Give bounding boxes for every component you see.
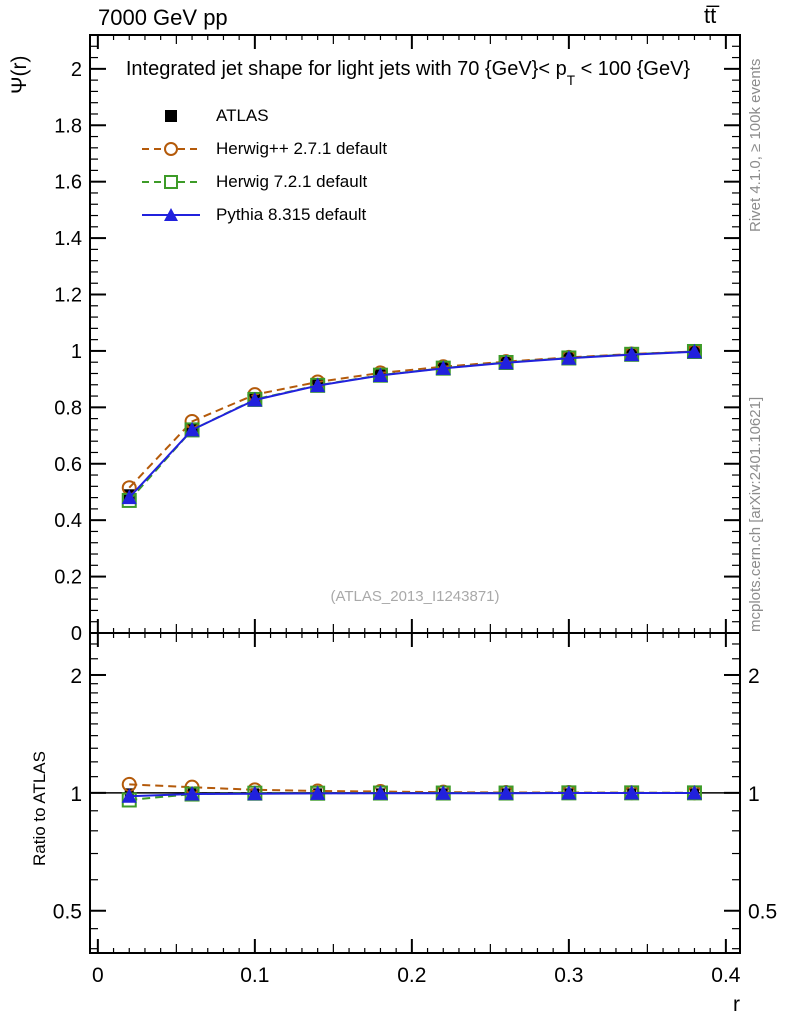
- legend-label-herwigpp: Herwig++ 2.7.1 default: [216, 138, 388, 158]
- legend-label-pythia: Pythia 8.315 default: [216, 204, 367, 224]
- beam-energy-label: 7000 GeV pp: [98, 5, 228, 30]
- y-axis-title-ratio: Ratio to ATLAS: [30, 751, 49, 866]
- svg-text:1: 1: [70, 783, 82, 806]
- legend-label-atlas: ATLAS: [216, 105, 269, 125]
- svg-text:0.2: 0.2: [397, 964, 426, 987]
- svg-text:0: 0: [71, 623, 82, 645]
- svg-text:2: 2: [70, 665, 82, 688]
- pythia-marker-icon: [142, 207, 200, 221]
- generator-version-caption: Rivet 4.1.0, ≥ 100k events: [747, 58, 764, 232]
- svg-text:1.4: 1.4: [54, 228, 82, 250]
- y-axis-main-ticks: [90, 45, 740, 623]
- herwigpp-marker-icon: [142, 141, 200, 156]
- series-pythia-main: [121, 343, 703, 505]
- svg-text:0.5: 0.5: [748, 901, 777, 924]
- x-axis-tick-labels: 0 0.1 0.2 0.3 0.4: [92, 964, 741, 987]
- svg-text:1: 1: [748, 783, 760, 806]
- svg-text:0.5: 0.5: [53, 901, 82, 924]
- svg-text:2: 2: [748, 665, 760, 688]
- y-axis-ratio-tick-labels: 2 2 1 1 0.5 0.5: [53, 665, 777, 924]
- svg-text:1.8: 1.8: [54, 115, 82, 137]
- series-herwig7-ratio: [121, 785, 702, 808]
- y-axis-title-main: Ψ(r): [8, 55, 31, 94]
- herwig7-marker-icon: [142, 174, 200, 189]
- series-herwigpp-main: [121, 343, 702, 496]
- svg-text:0.3: 0.3: [554, 964, 583, 987]
- x-axis-title: r: [733, 993, 740, 1016]
- svg-text:0: 0: [92, 964, 104, 987]
- legend-entry-pythia: Pythia 8.315 default: [140, 198, 387, 231]
- plot-title-pre: Integrated jet shape for light jets with…: [125, 58, 567, 80]
- plot-title-post: < 100 {GeV}: [575, 58, 691, 80]
- legend-entry-herwigpp: Herwig++ 2.7.1 default: [140, 132, 387, 165]
- series-pythia-ratio: [121, 784, 703, 803]
- process-label: tt̅: [704, 3, 717, 28]
- plot-title: Integrated jet shape for light jets with…: [20, 58, 786, 88]
- legend-entry-atlas: ATLAS: [140, 99, 387, 132]
- x-axis-ticks: [96, 35, 727, 953]
- legend: ATLAS Herwig++ 2.7.1 default Herwig 7.2.…: [140, 99, 387, 231]
- atlas-marker-icon: [165, 109, 177, 122]
- legend-label-herwig7: Herwig 7.2.1 default: [216, 171, 368, 191]
- svg-text:1.2: 1.2: [54, 285, 82, 307]
- svg-text:0.8: 0.8: [54, 397, 82, 419]
- svg-text:2: 2: [71, 59, 82, 81]
- series-herwigpp-ratio: [121, 776, 702, 801]
- y-axis-main-tick-labels: 2 1.8 1.6 1.4 1.2 1 0.8 0.6 0.4 0.2 0: [54, 59, 82, 645]
- svg-text:0.4: 0.4: [54, 510, 82, 532]
- mcplots-reference-caption: mcplots.cern.ch [arXiv:2401.10621]: [747, 396, 764, 632]
- svg-text:0.6: 0.6: [54, 454, 82, 476]
- svg-text:1: 1: [71, 341, 82, 363]
- svg-text:1.6: 1.6: [54, 172, 82, 194]
- svg-text:0.4: 0.4: [711, 964, 741, 987]
- svg-text:0.1: 0.1: [240, 964, 269, 987]
- analysis-id-watermark: (ATLAS_2013_I1243871): [330, 588, 500, 605]
- legend-entry-herwig7: Herwig 7.2.1 default: [140, 165, 387, 198]
- plot-title-sub: T: [566, 72, 576, 88]
- svg-text:0.2: 0.2: [54, 567, 82, 589]
